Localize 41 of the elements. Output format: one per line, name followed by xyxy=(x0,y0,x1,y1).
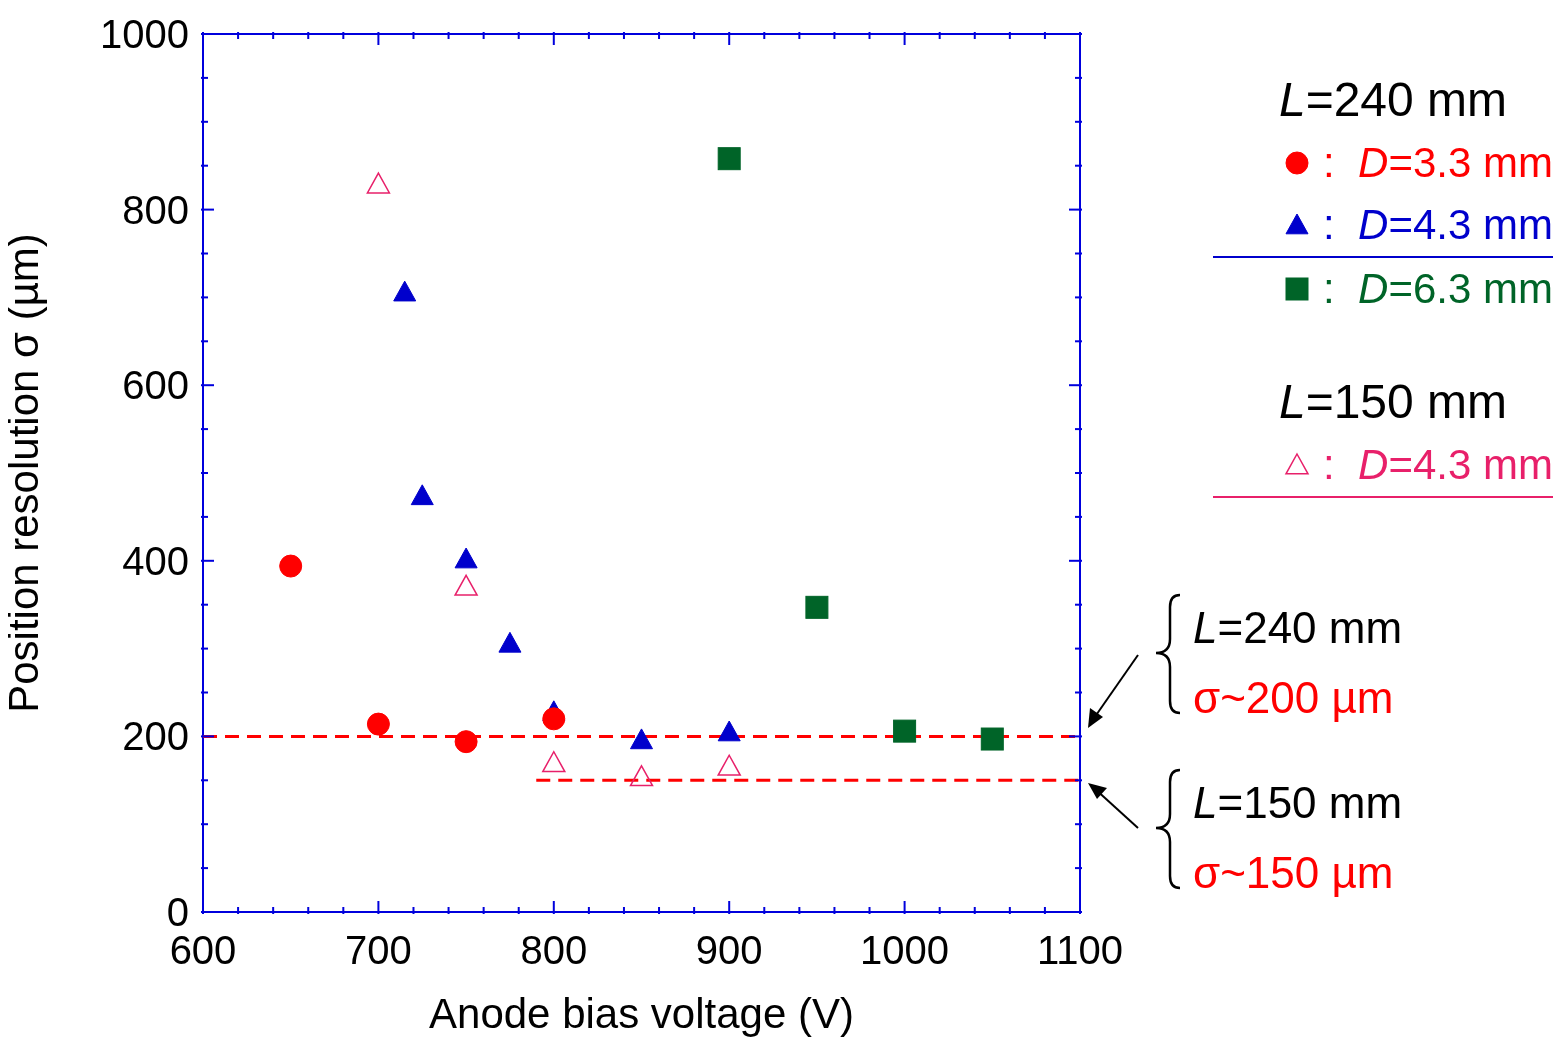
point xyxy=(393,280,417,302)
point xyxy=(980,727,1004,751)
y-tick-label: 1000 xyxy=(100,12,189,56)
text: σ~200 µm xyxy=(1193,672,1395,724)
point xyxy=(717,754,741,776)
legend-title: L=240 mm xyxy=(1278,73,1508,126)
legend-label: : D=6.3 mm xyxy=(1323,264,1553,314)
point xyxy=(279,554,303,578)
legend-label: : D=4.3 mm xyxy=(1323,200,1553,250)
y-axis-title: Position resolution σ (µm) xyxy=(0,233,47,713)
point xyxy=(542,750,566,773)
y-tick-label: 600 xyxy=(122,363,189,408)
point xyxy=(630,728,653,750)
text: L=150 mm xyxy=(1193,778,1403,827)
point xyxy=(410,484,434,506)
text: L=150 mm xyxy=(1278,375,1508,428)
legend-label: : D=3.3 mm xyxy=(1323,138,1553,188)
x-tick-label: 1000 xyxy=(860,928,950,972)
x-tick-label: 900 xyxy=(695,928,763,972)
point xyxy=(893,719,917,743)
point xyxy=(454,547,478,569)
x-axis-title: Anode bias voltage (V) xyxy=(429,990,854,1037)
x-tick-label: 800 xyxy=(520,928,588,972)
point xyxy=(717,147,741,171)
y-tick-label: 200 xyxy=(122,714,189,759)
point xyxy=(717,720,741,742)
text: L=240 mm xyxy=(1193,603,1403,652)
point xyxy=(454,574,478,596)
point xyxy=(366,712,390,736)
point xyxy=(498,631,522,653)
y-tick-label: 400 xyxy=(122,538,189,583)
point xyxy=(366,172,391,194)
point xyxy=(454,730,478,754)
legend-label: : D=4.3 mm xyxy=(1323,440,1553,490)
point xyxy=(805,595,829,619)
x-tick-label: 1100 xyxy=(1036,928,1124,972)
x-tick-label: 700 xyxy=(345,928,412,972)
text: σ~150 µm xyxy=(1193,847,1395,899)
y-tick-label: 800 xyxy=(122,187,189,232)
point xyxy=(629,765,654,787)
point xyxy=(542,707,566,731)
